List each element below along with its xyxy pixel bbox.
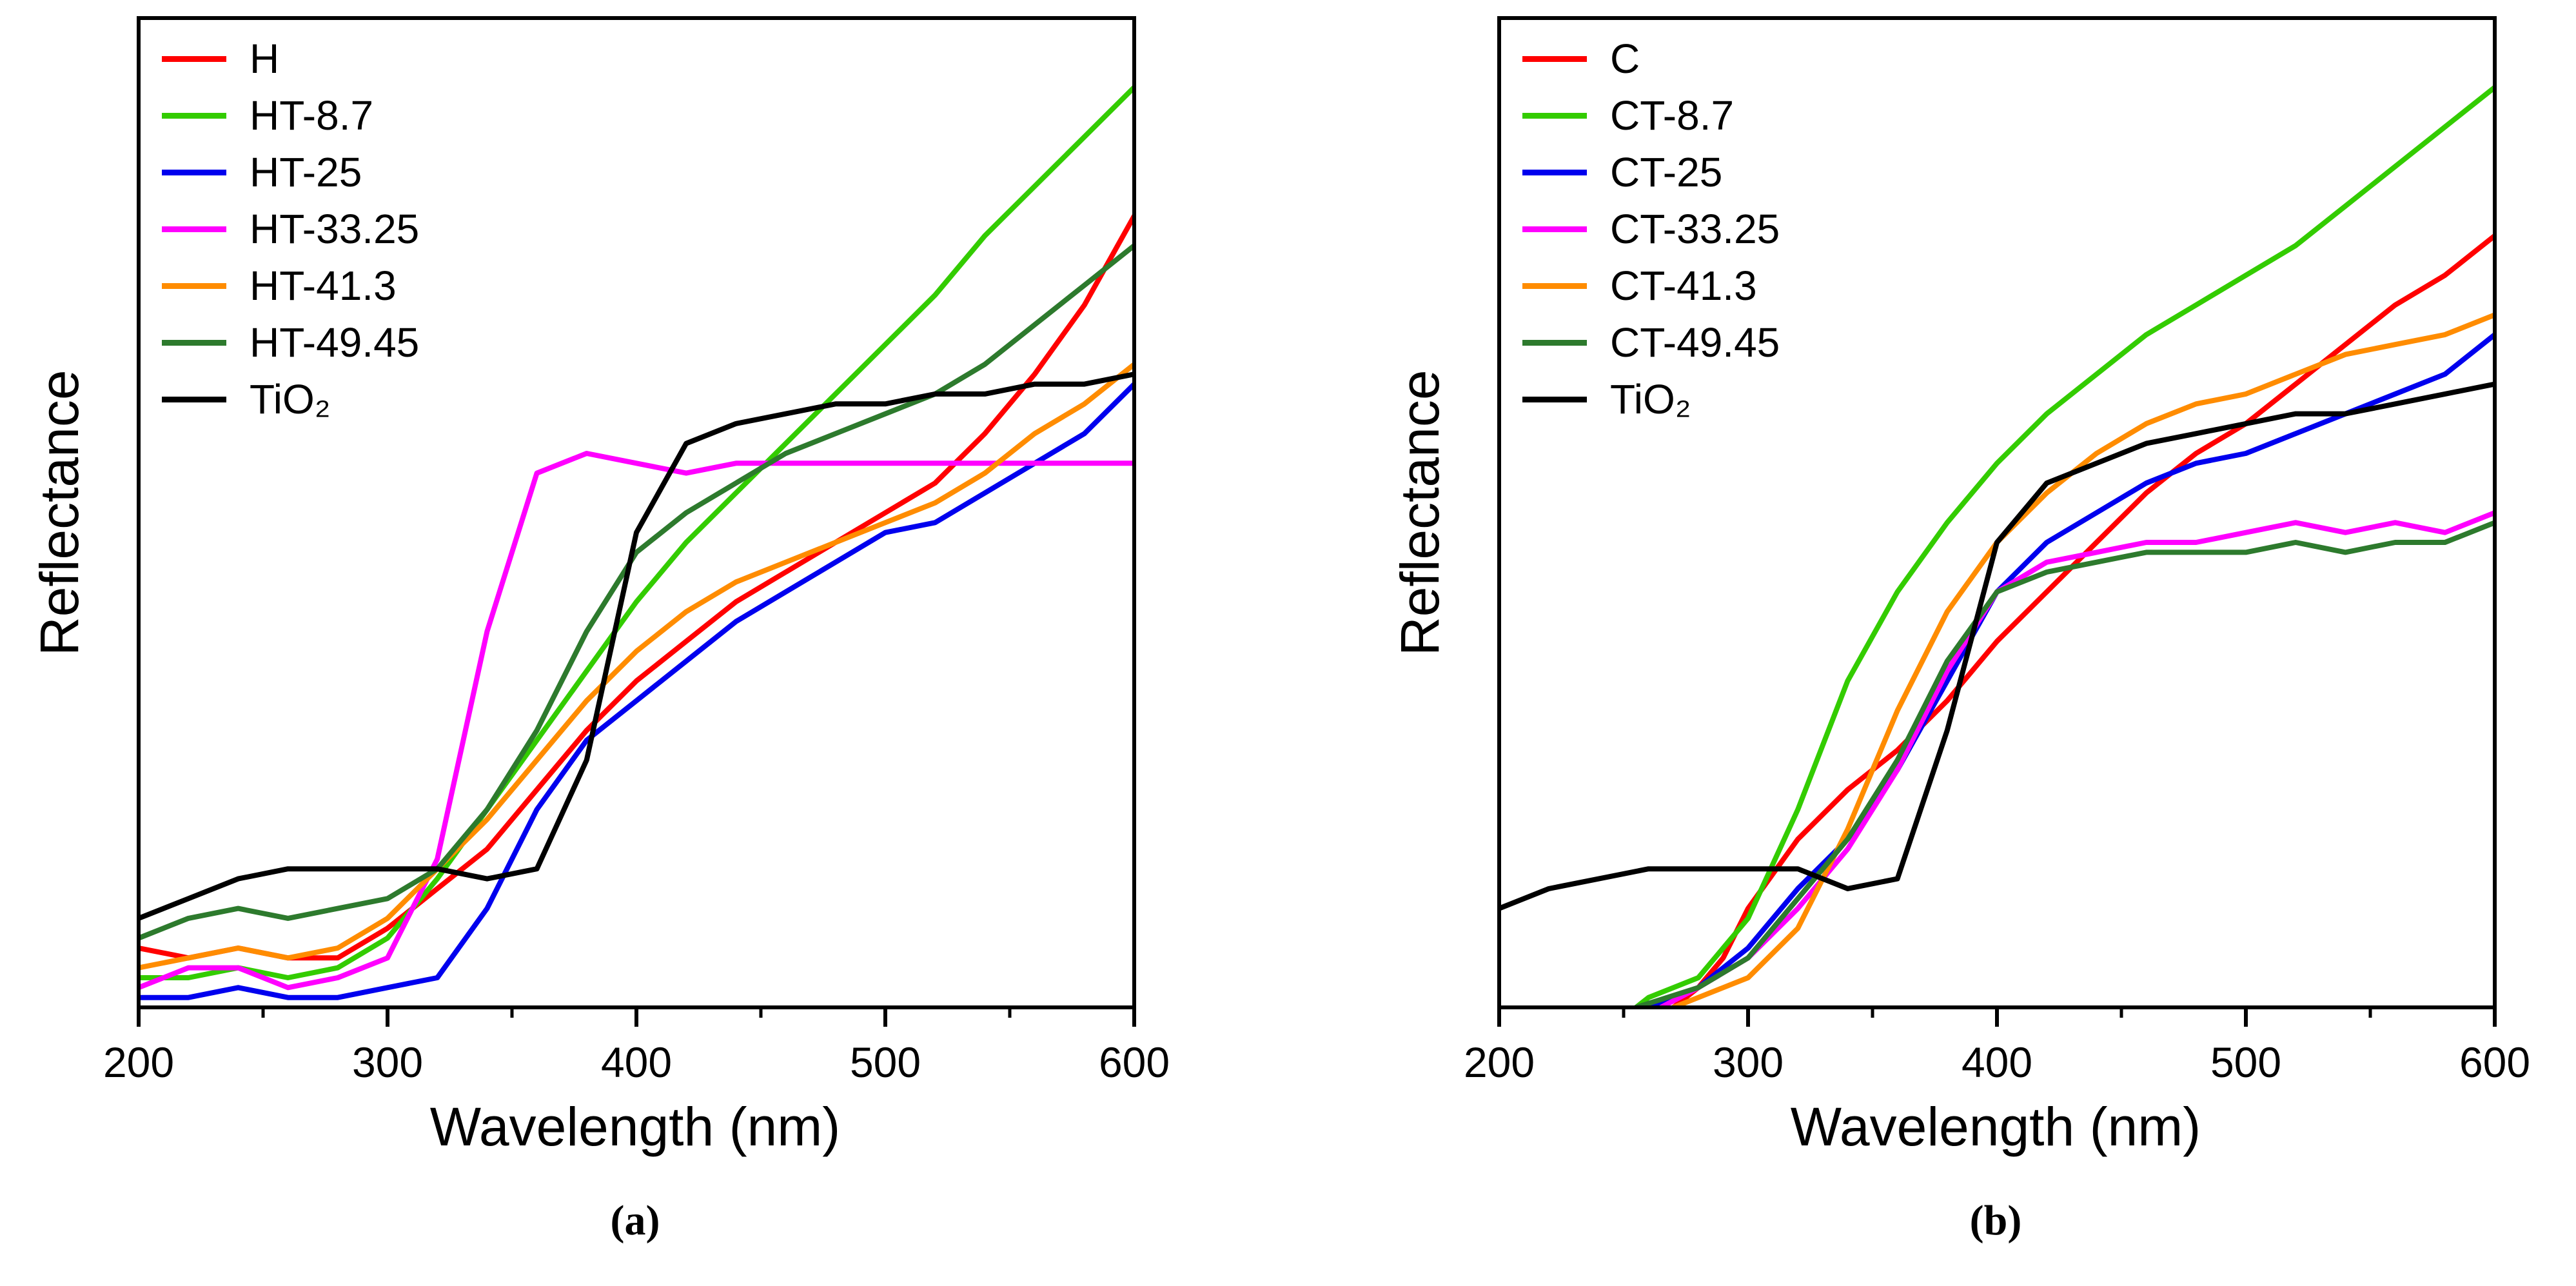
legend-swatch [162,55,226,62]
legend-item-HT-49.45: HT-49.45 [162,314,419,371]
legend-swatch [1522,339,1587,346]
series-line-HT-41.3 [139,361,1134,971]
legend-swatch [162,282,226,289]
legend-label: C [1610,35,1640,82]
legend-label: HT-25 [250,149,362,195]
x-tick-label: 600 [1099,1038,1170,1086]
legend-item-CT-33.25: CT-33.25 [1522,201,1780,257]
legend-item-TiO₂: TiO₂ [1522,371,1780,428]
legend-swatch [1522,396,1587,402]
legend-item-HT-41.3: HT-41.3 [162,257,419,314]
series-line-TiO₂ [139,371,1134,921]
series-line-CT-25 [1646,331,2495,1007]
legend-swatch [162,112,226,119]
legend-swatch [1522,226,1587,232]
series-line-CT-49.45 [1633,520,2495,1007]
x-tick-label: 500 [2210,1038,2281,1086]
series-group [139,84,1134,1000]
y-axis-title-a: Reflectance [29,370,90,656]
x-tick-label: 300 [1713,1038,1784,1086]
legend-item-CT-49.45: CT-49.45 [1522,314,1780,371]
plot-area-a: 200 300 400 500 600 H HT-8.7 HT-25 HT-33.25 HT-4… [100,16,1170,1100]
plot-row-b: Reflectance 200 300 400 500 600 C CT-8.7 CT-25… [1380,16,2531,1100]
legend-swatch [1522,282,1587,289]
series-line-HT-33.25 [139,451,1134,991]
legend-swatch [162,226,226,232]
x-tick-label: 400 [1961,1038,2032,1086]
legend-item-CT-25: CT-25 [1522,144,1780,201]
legend-label: CT-41.3 [1610,262,1757,309]
legend-label: CT-8.7 [1610,92,1735,139]
panel-a: Reflectance 200 300 400 500 600 H HT-8.7 HT-25… [19,16,1170,1286]
x-axis-title-b: Wavelength (nm) [1790,1096,2201,1157]
legend-label: H [250,35,280,82]
legend-item-HT-8.7: HT-8.7 [162,87,419,144]
legend-label: CT-49.45 [1610,319,1780,366]
legend-item-HT-33.25: HT-33.25 [162,201,419,257]
x-tick-label: 600 [2459,1038,2530,1086]
panel-b: Reflectance 200 300 400 500 600 C CT-8.7 CT-25… [1380,16,2531,1286]
legend-swatch [1522,112,1587,119]
y-axis-title-b: Reflectance [1390,370,1450,656]
x-tick-label: 500 [850,1038,921,1086]
panel-caption-b: (b) [1969,1197,2022,1245]
legend-label: HT-8.7 [250,92,374,139]
series-line-HT-8.7 [139,84,1134,980]
series-line-HT-49.45 [139,242,1134,941]
legend-item-CT-41.3: CT-41.3 [1522,257,1780,314]
series-group [1499,84,2495,1007]
legend-label: CT-33.25 [1610,206,1780,252]
x-tick-label: 200 [103,1038,174,1086]
legend-swatch [1522,55,1587,62]
series-line-H [139,213,1134,961]
legend-label: CT-25 [1610,149,1723,195]
legend-a: H HT-8.7 HT-25 HT-33.25 HT-41.3 HT-49.45 TiO₂ [162,30,419,428]
x-axis-title-a: Wavelength (nm) [429,1096,841,1157]
legend-label: HT-41.3 [250,262,397,309]
series-line-HT-25 [139,381,1134,1000]
legend-label: HT-49.45 [250,319,420,366]
legend-item-HT-25: HT-25 [162,144,419,201]
series-line-TiO₂ [1499,381,2495,911]
x-tick-label: 400 [601,1038,672,1086]
x-tick-label: 200 [1464,1038,1535,1086]
legend-item-C: C [1522,30,1780,87]
legend-label: HT-33.25 [250,206,420,252]
legend-item-TiO₂: TiO₂ [162,371,419,428]
panel-caption-a: (a) [610,1197,660,1245]
legend-b: C CT-8.7 CT-25 CT-33.25 CT-41.3 CT-49.45 TiO₂ [1522,30,1780,428]
legend-swatch [162,339,226,346]
legend-item-CT-8.7: CT-8.7 [1522,87,1780,144]
series-line-CT-33.25 [1658,510,2495,1007]
legend-swatch [1522,169,1587,175]
legend-swatch [162,169,226,175]
legend-swatch [162,396,226,402]
legend-label: TiO₂ [250,376,331,422]
plot-row-a: Reflectance 200 300 400 500 600 H HT-8.7 HT-25… [19,16,1170,1100]
plot-area-b: 200 300 400 500 600 C CT-8.7 CT-25 CT-33.25 CT-4… [1460,16,2531,1100]
series-line-C [1671,233,2495,1007]
chart-a-canvas: 200 300 400 500 600 [103,16,1170,1086]
series-line-CT-8.7 [1633,84,2495,1007]
legend-item-H: H [162,30,419,87]
chart-b-canvas: 200 300 400 500 600 [1464,16,2530,1086]
legend-label: TiO₂ [1610,376,1691,422]
x-tick-label: 300 [352,1038,423,1086]
